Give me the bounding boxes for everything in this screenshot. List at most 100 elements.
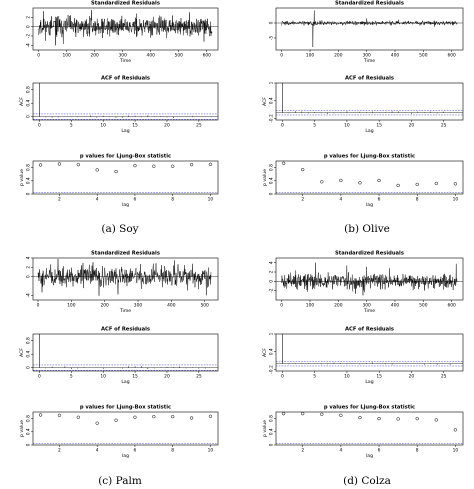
- plot-frame: [32, 7, 219, 51]
- x-tick-label: 200: [100, 303, 109, 309]
- y-tick-label: 0.4: [269, 97, 275, 104]
- residual-series-line: [281, 262, 458, 296]
- y-tick-label: 0.8: [26, 337, 32, 344]
- panel-title: p values for Ljung-Box statistic: [324, 154, 415, 160]
- y-tick-label: 2: [269, 270, 275, 273]
- x-tick-label: 500: [200, 303, 209, 309]
- y-tick-label: 0.8: [26, 164, 32, 171]
- x-tick-label: 10: [453, 448, 459, 454]
- x-tick-label: 500: [419, 53, 428, 59]
- y-tick-label: 0: [26, 366, 32, 369]
- x-axis-label: Lag: [365, 128, 373, 134]
- x-tick-label: 400: [391, 303, 400, 309]
- panel-title: Standardized Residuals: [335, 1, 404, 7]
- panel-title: Standardized Residuals: [91, 1, 160, 7]
- x-tick-label: 300: [119, 53, 128, 59]
- colza-residuals-panel: Standardized Residuals 0 100 200 300 400 500 60…: [269, 251, 464, 314]
- y-tick-label: 0.8: [26, 86, 32, 93]
- x-tick-label: 20: [409, 374, 415, 380]
- y-tick-label: 4: [26, 256, 32, 259]
- x-tick-label: 25: [441, 374, 447, 380]
- y-axis-label: ACF: [262, 97, 268, 106]
- x-axis-label: Time: [119, 58, 131, 64]
- y-tick-label: 0: [269, 280, 275, 283]
- y-tick-label: 4: [269, 261, 275, 264]
- p-value-point: [152, 414, 156, 419]
- p-value-point: [301, 412, 305, 416]
- x-tick-label: 0: [37, 53, 40, 59]
- panel-title: Standardized Residuals: [335, 251, 404, 257]
- p-value-point: [95, 421, 99, 425]
- y-tick-label: 0: [26, 443, 32, 446]
- colza-acf-panel: ACF of Residuals 0 5 10 15 20 25 -0.2 0.4 1 Lag ACF: [262, 327, 464, 385]
- y-tick-label: 1: [269, 332, 275, 335]
- p-value-point: [415, 416, 419, 421]
- x-tick-label: 600: [447, 53, 456, 59]
- x-tick-label: 100: [306, 53, 315, 59]
- p-value-point: [434, 181, 438, 186]
- p-value-point: [114, 418, 118, 422]
- y-tick-label: 0: [26, 25, 32, 28]
- x-tick-label: 4: [339, 197, 342, 203]
- y-tick-label: 0.8: [269, 164, 275, 171]
- colza-ljung-panel: p values for Ljung-Box statistic 2 4 6 8 10 0 0…: [262, 405, 464, 459]
- x-tick-label: 0: [281, 123, 284, 129]
- x-tick-label: 4: [339, 448, 342, 454]
- subfigure-caption: (d) Colza: [343, 475, 391, 487]
- subfigure-caption: (a) Soy: [101, 223, 138, 235]
- x-tick-label: 2: [58, 197, 61, 203]
- plot-frame: [32, 411, 219, 446]
- y-axis-label: p value: [262, 169, 268, 186]
- x-tick-label: 8: [416, 448, 419, 454]
- p-value-point: [320, 180, 324, 184]
- plot-frame: [275, 160, 464, 195]
- x-axis-label: Lag: [365, 379, 373, 385]
- x-tick-label: 25: [196, 374, 202, 380]
- palm-acf-panel: ACF of Residuals 0 5 10 15 20 25 0 0.4 0.8 Lag ACF: [19, 327, 219, 385]
- palm-residuals-panel: Standardized Residuals 0 100 200 300 400 500 -4…: [26, 251, 219, 314]
- plot-frame: [275, 411, 464, 446]
- x-tick-label: 10: [208, 448, 214, 454]
- y-tick-label: 0.4: [269, 177, 275, 184]
- olive-ljung-panel: p values for Ljung-Box statistic 2 4 6 8 10 0 0…: [262, 154, 464, 208]
- p-value-point: [301, 167, 305, 172]
- x-tick-label: 8: [171, 197, 174, 203]
- x-tick-label: 0: [280, 53, 283, 59]
- y-axis-label: p value: [19, 420, 25, 437]
- p-value-point: [114, 169, 118, 174]
- x-axis-label: Lag: [121, 379, 129, 385]
- subfigure-caption: (c) Palm: [98, 475, 142, 487]
- plot-frame: [275, 257, 464, 301]
- x-tick-label: 10: [344, 374, 350, 380]
- x-tick-label: 10: [453, 197, 459, 203]
- panel-title: ACF of Residuals: [345, 327, 394, 333]
- x-tick-label: 300: [362, 53, 371, 59]
- x-tick-label: 200: [334, 303, 343, 309]
- p-value-point: [339, 413, 343, 417]
- y-tick-label: 0: [269, 443, 275, 446]
- x-axis-label: Time: [363, 58, 375, 64]
- residual-series-line: [37, 258, 212, 296]
- x-tick-label: 25: [196, 123, 202, 129]
- y-tick-label: -5: [269, 36, 275, 41]
- p-value-point: [171, 164, 175, 168]
- plot-frame: [275, 7, 464, 51]
- y-tick-label: 0: [26, 115, 32, 118]
- p-value-point: [339, 178, 343, 183]
- x-tick-label: 500: [419, 303, 428, 309]
- y-tick-label: 0.4: [26, 350, 32, 357]
- panel-title: Standardized Residuals: [91, 251, 160, 257]
- x-axis-label: lag: [122, 453, 129, 459]
- x-tick-label: 10: [344, 123, 350, 129]
- p-value-point: [38, 413, 43, 417]
- p-value-point: [415, 182, 419, 187]
- x-tick-label: 0: [38, 374, 41, 380]
- soy-acf-panel: ACF of Residuals 0 5 10 15 20 25 0 0.4 0.8 Lag ACF: [19, 76, 219, 134]
- p-value-point: [76, 415, 80, 419]
- y-tick-label: -0.2: [269, 114, 275, 123]
- x-tick-label: 2: [58, 448, 61, 454]
- plot-frame: [32, 160, 219, 195]
- x-tick-label: 15: [376, 123, 382, 129]
- panel-title: p values for Ljung-Box statistic: [324, 405, 415, 411]
